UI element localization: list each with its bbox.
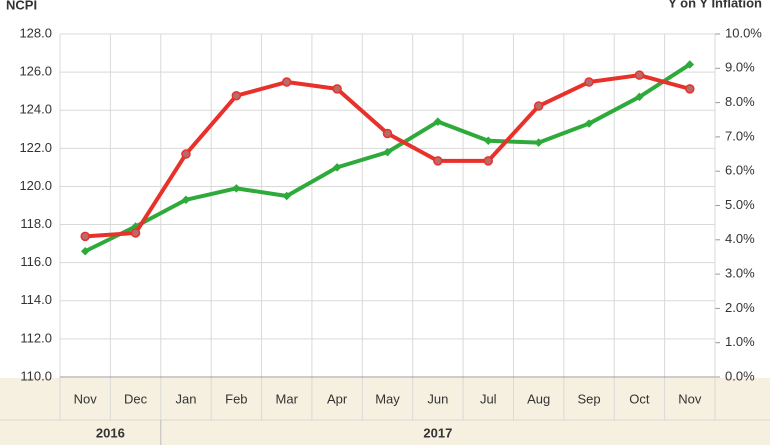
x-tick-label: Jun [427,391,448,406]
x-tick-label: Apr [327,391,348,406]
point [181,149,191,159]
point [332,163,342,172]
x-tick-label: Dec [124,391,148,406]
point [634,70,645,80]
y-tick-label: 122.0 [19,140,52,155]
y2-tick-label: 0.0% [725,368,755,383]
point [80,246,90,256]
y2-tick-label: 7.0% [725,128,755,143]
x-tick-label: Feb [225,391,247,406]
point [533,101,544,111]
axis-band [0,378,770,445]
y-tick-label: 112.0 [20,330,52,345]
point [382,128,393,139]
point [685,84,695,94]
x-tick-label: Oct [629,391,650,406]
y2-tick-label: 4.0% [725,231,755,246]
x-group-label: 2017 [423,425,452,440]
x-tick-label: Sep [577,391,600,406]
point [332,84,342,94]
point [181,195,191,205]
x-group-label: 2016 [96,425,125,440]
y-tick-label: 118.0 [20,216,52,231]
y2-tick-label: 5.0% [725,197,755,212]
y2-axis-label: Y on Y Inflation [668,0,762,10]
point [80,231,90,242]
point [281,77,292,87]
series-line [84,62,691,254]
y2-tick-label: 9.0% [725,60,755,75]
y2-tick-label: 8.0% [725,94,755,109]
point [383,147,392,157]
point [584,77,594,87]
y2-tick-label: 1.0% [725,334,755,349]
y-tick-label: 128.0 [19,25,52,40]
point [433,117,443,126]
y-tick-label: 116.0 [20,254,52,269]
y2-tick-label: 3.0% [725,266,755,281]
y2-tick-label: 2.0% [725,300,755,315]
point [433,156,443,166]
y-tick-label: 110.0 [20,368,52,383]
x-tick-label: Aug [527,391,550,406]
x-tick-label: Mar [276,391,299,406]
x-tick-label: Jan [175,391,196,406]
y2-tick-label: 6.0% [725,163,755,178]
point [483,156,494,166]
point [232,184,241,193]
point [231,90,242,101]
y-tick-label: 120.0 [19,178,52,193]
y-tick-label: 114.0 [20,292,52,307]
x-tick-label: Nov [678,391,702,406]
y2-tick-label: 10.0% [725,25,762,40]
x-tick-label: Jul [480,391,497,406]
y-axis-label: NCPI [6,0,37,12]
x-tick-label: May [375,391,400,406]
y-tick-label: 126.0 [19,64,52,79]
point [484,136,493,145]
point [130,228,141,238]
y-tick-label: 124.0 [19,102,52,117]
point [282,191,291,201]
x-tick-label: Nov [74,391,98,406]
